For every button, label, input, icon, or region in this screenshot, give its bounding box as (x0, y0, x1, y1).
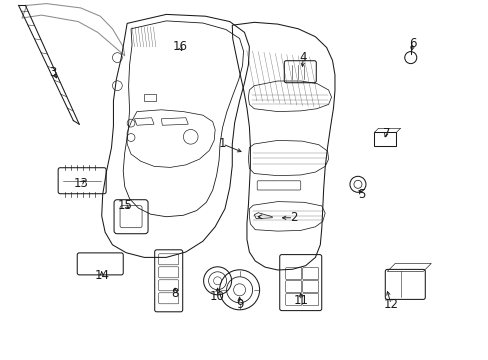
Text: 3: 3 (49, 66, 57, 78)
Text: 4: 4 (299, 51, 306, 64)
Text: 9: 9 (235, 298, 243, 311)
Text: 6: 6 (408, 37, 416, 50)
Text: 5: 5 (357, 188, 365, 201)
Text: 14: 14 (94, 269, 109, 282)
Text: 2: 2 (289, 211, 297, 224)
Text: 15: 15 (117, 199, 132, 212)
Text: 16: 16 (172, 40, 187, 53)
Text: 12: 12 (383, 298, 398, 311)
Text: 8: 8 (171, 287, 179, 300)
Text: 7: 7 (382, 127, 389, 140)
Text: 13: 13 (73, 177, 88, 190)
Text: 11: 11 (293, 294, 307, 307)
Text: 1: 1 (218, 138, 226, 150)
Text: 10: 10 (210, 291, 224, 303)
